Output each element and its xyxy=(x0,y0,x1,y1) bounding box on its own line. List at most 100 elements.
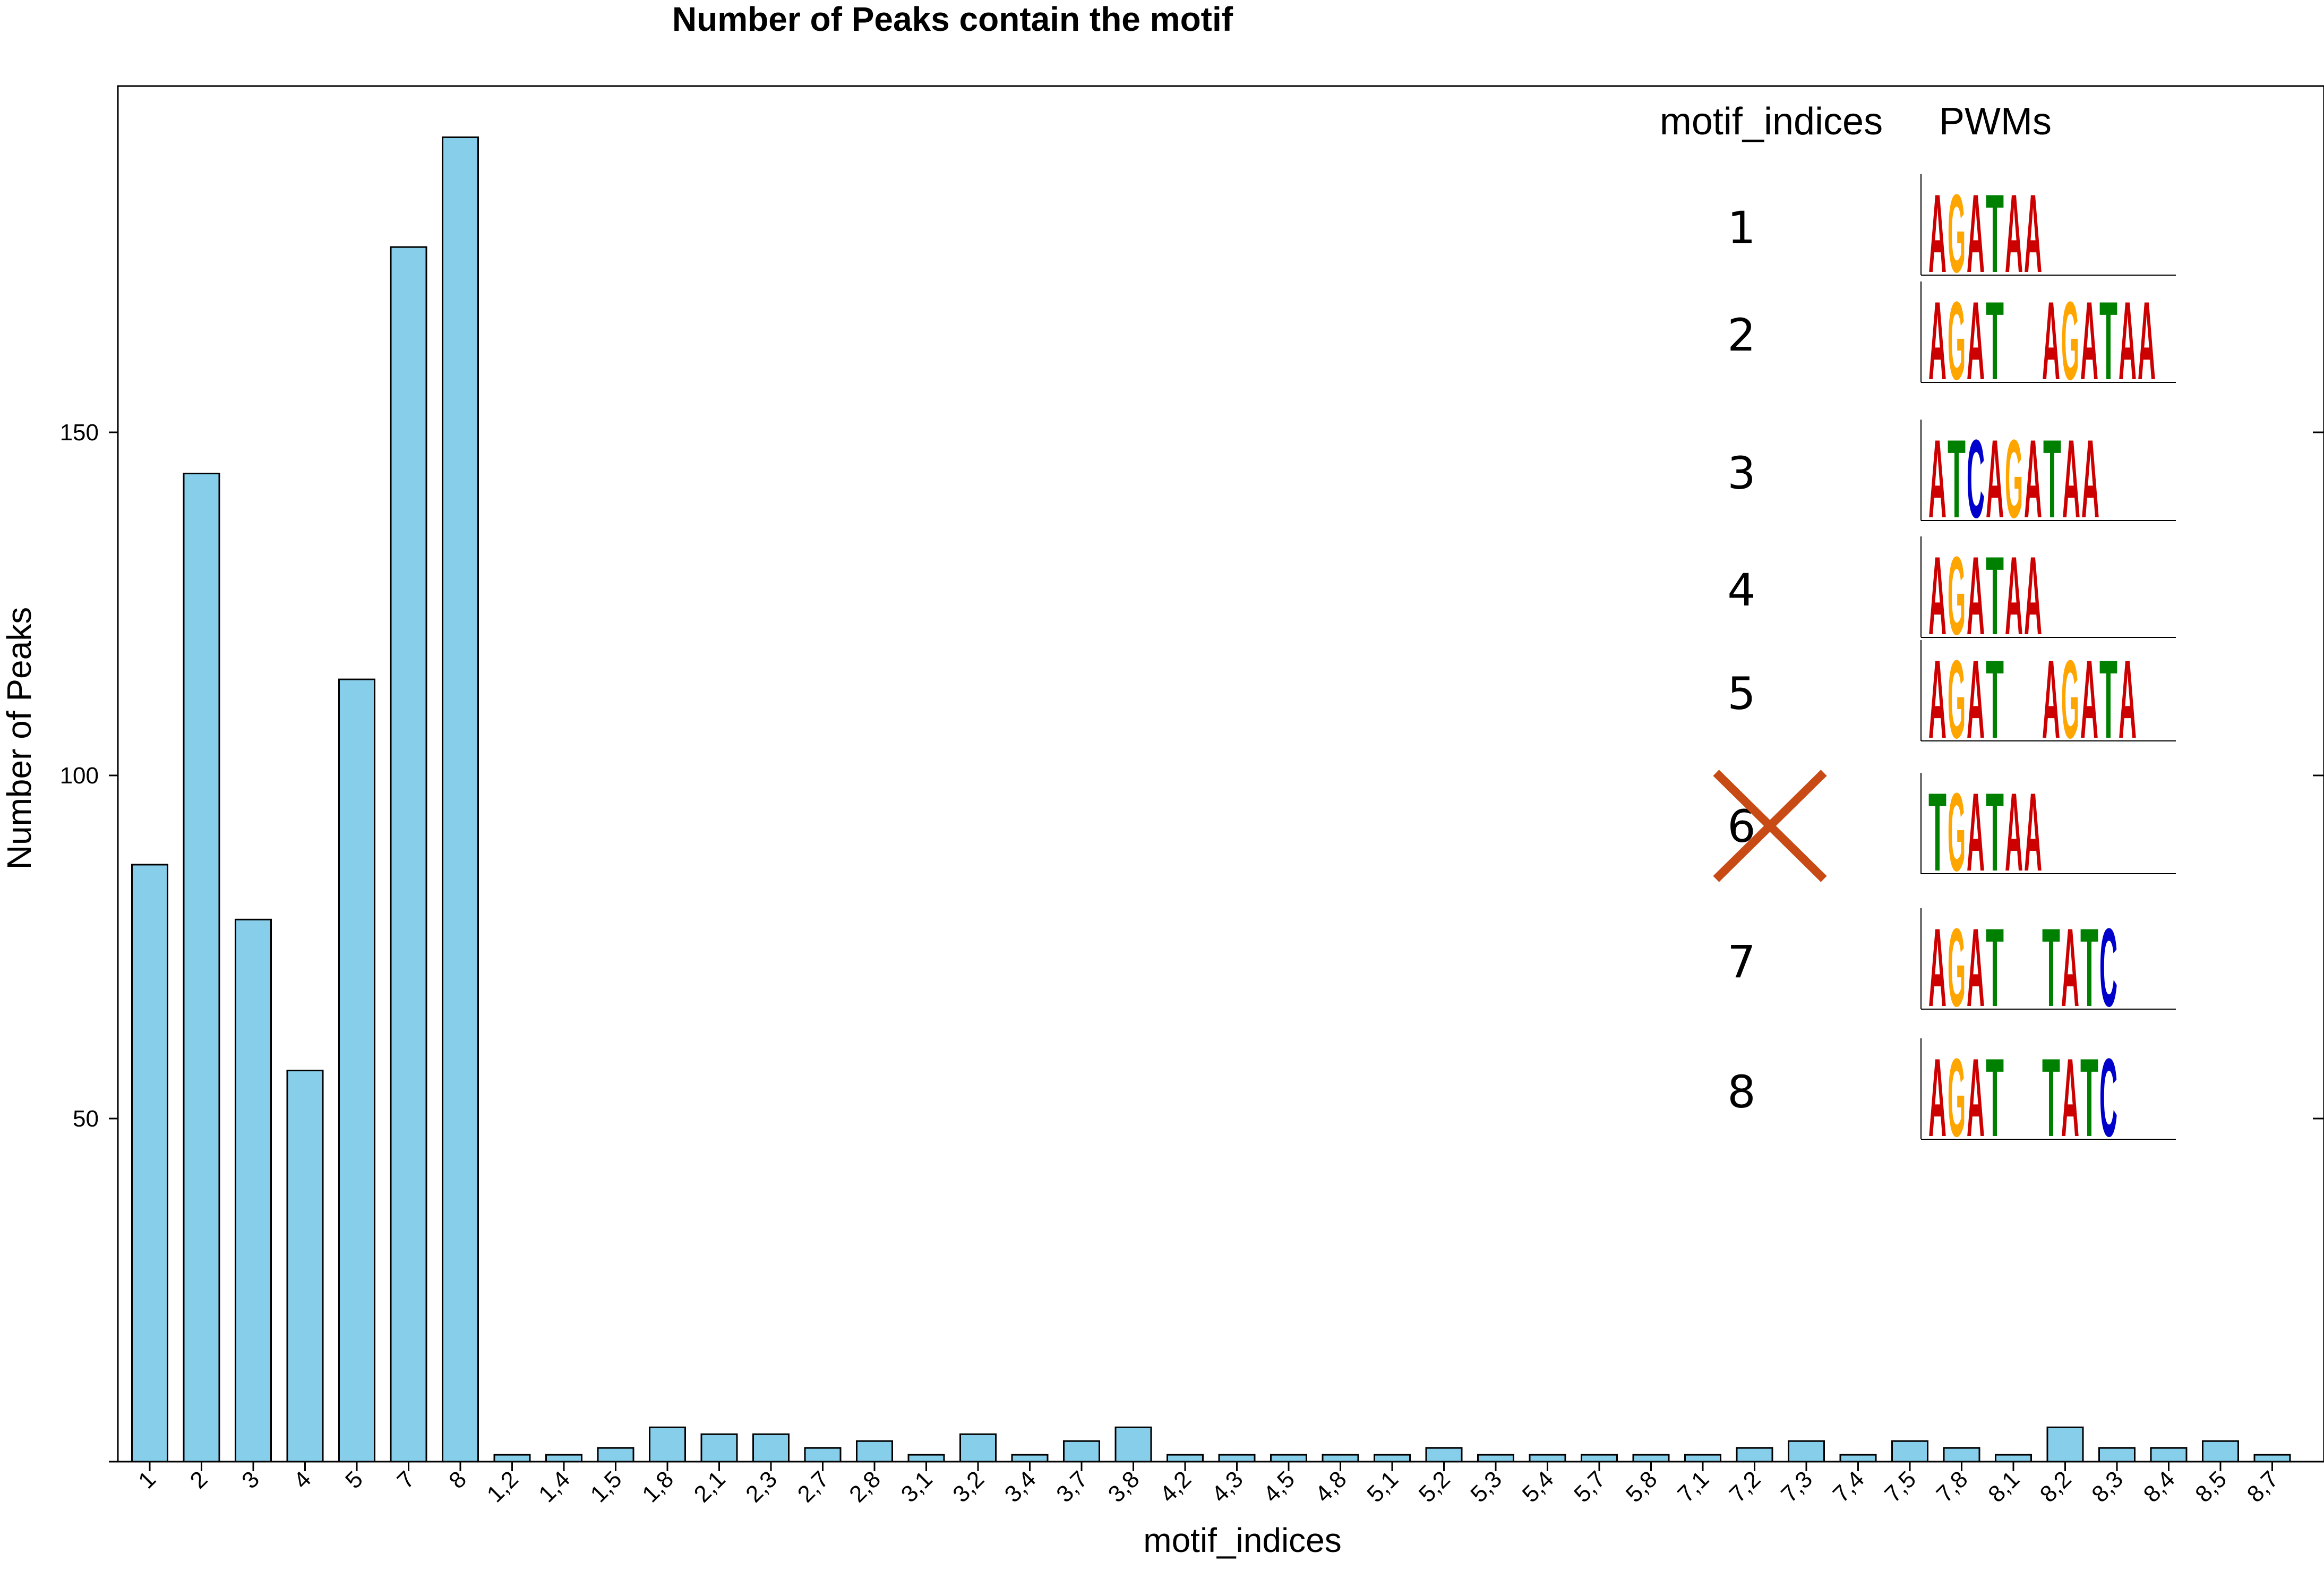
logo-letter: A xyxy=(2138,278,2156,403)
bar xyxy=(338,678,375,1463)
logo-letter: A xyxy=(1928,637,1946,762)
x-tick-label: 5 xyxy=(340,1466,368,1494)
bar xyxy=(1011,1454,1049,1463)
logo-letter: A xyxy=(1967,278,1985,403)
logo-letter: A xyxy=(1986,416,2004,541)
logo-letter: C xyxy=(1967,416,1985,541)
x-tick-label: 4,5 xyxy=(1258,1466,1300,1507)
logo-letter: A xyxy=(1967,1035,1985,1160)
bar xyxy=(804,1447,842,1463)
x-tick-label: 5,4 xyxy=(1517,1466,1559,1507)
bar xyxy=(286,1070,324,1463)
logo-letter: A xyxy=(1928,533,1946,658)
bar xyxy=(1839,1454,1877,1463)
bar xyxy=(1891,1440,1928,1463)
logo-letter: A xyxy=(2081,416,2099,541)
bar xyxy=(959,1433,997,1463)
logo-letter: A xyxy=(1928,905,1946,1030)
bar xyxy=(1167,1454,1204,1463)
x-tick-label: 7,1 xyxy=(1673,1466,1714,1507)
bar xyxy=(1632,1454,1670,1463)
x-tick-label: 7,5 xyxy=(1880,1466,1921,1507)
legend-header-pwms: PWMs xyxy=(1939,100,2052,143)
x-tick-label: 5,3 xyxy=(1465,1466,1507,1507)
x-tick-label: 8,1 xyxy=(1983,1466,2025,1507)
bar xyxy=(1529,1454,1566,1463)
logo-letter: T xyxy=(2043,416,2061,541)
bar xyxy=(545,1454,582,1463)
logo-letter: T xyxy=(2099,637,2117,762)
logo-letter: A xyxy=(2005,533,2023,658)
logo-letter: A xyxy=(2119,278,2137,403)
logo-letter: G xyxy=(1948,770,1966,894)
x-tick-label: 7,3 xyxy=(1776,1466,1817,1507)
logo-letter: T xyxy=(1986,1035,2004,1160)
legend-index-7: 7 xyxy=(1727,936,1755,988)
bar xyxy=(1684,1454,1721,1463)
bar xyxy=(131,864,168,1463)
x-tick-label: 8,7 xyxy=(2242,1466,2284,1507)
logo-letter: G xyxy=(1948,1035,1966,1160)
x-tick-label: 5,2 xyxy=(1414,1466,1455,1507)
bar xyxy=(1218,1454,1256,1463)
x-tick-label: 3 xyxy=(237,1466,264,1494)
legend-index-3: 3 xyxy=(1727,447,1755,499)
logo-letter: A xyxy=(2042,278,2060,403)
x-tick-label: 3,2 xyxy=(948,1466,989,1507)
x-tick-label: 3,8 xyxy=(1103,1466,1145,1507)
bar xyxy=(1477,1454,1514,1463)
logo-letter: A xyxy=(2061,1035,2079,1160)
legend-index-8: 8 xyxy=(1727,1066,1755,1118)
x-tick-label: 5,8 xyxy=(1621,1466,1662,1507)
logo-letter: T xyxy=(2080,1035,2098,1160)
legend-index-5: 5 xyxy=(1727,668,1755,720)
logo-letter: G xyxy=(1948,278,1966,403)
bar xyxy=(1114,1426,1152,1463)
logo-letter: G xyxy=(1948,533,1966,658)
logo-letter: T xyxy=(1928,770,1946,894)
x-tick-label: 1 xyxy=(133,1466,161,1494)
logo-letter: G xyxy=(2061,278,2079,403)
y-tick-label: 150 xyxy=(60,420,99,446)
logo-letter: G xyxy=(2005,416,2023,541)
logo-letter: T xyxy=(1986,905,2004,1030)
logo-letter: A xyxy=(1928,416,1946,541)
bar xyxy=(2046,1426,2084,1463)
logo-letter: G xyxy=(2061,637,2079,762)
logo-letter: A xyxy=(2062,416,2080,541)
bar xyxy=(2150,1447,2188,1463)
x-axis: 1 2 3 4 5 7 8 1,2 1,4 1,5 1,8 2,1 2,3 2,7 2,8 3,1 3,2 3,4… xyxy=(133,1462,2284,1507)
x-tick-label: 4,8 xyxy=(1310,1466,1352,1507)
logo-letter: T xyxy=(2042,1035,2060,1160)
x-tick-label: 8,4 xyxy=(2139,1466,2180,1507)
logo-letter: A xyxy=(2024,171,2042,296)
bar xyxy=(493,1454,531,1463)
x-tick-label: 4,2 xyxy=(1155,1466,1196,1507)
logo-letter: G xyxy=(1948,637,1966,762)
logo-letter: A xyxy=(1928,171,1946,296)
logo-letter: T xyxy=(1986,770,2004,894)
logo-letter: T xyxy=(1986,637,2004,762)
bar xyxy=(752,1433,790,1463)
logo-letter: C xyxy=(2099,905,2117,1030)
logo-letter: A xyxy=(2024,416,2042,541)
logo-letter: A xyxy=(2042,637,2060,762)
bar xyxy=(2098,1447,2136,1463)
legend-index-2: 2 xyxy=(1727,309,1755,361)
logo-letter: A xyxy=(2005,171,2023,296)
bar xyxy=(2202,1440,2239,1463)
x-tick-label: 7,2 xyxy=(1725,1466,1766,1507)
y-axis-label: Number of Peaks xyxy=(0,607,38,869)
bar xyxy=(649,1426,686,1463)
logo-letter: T xyxy=(1986,171,2004,296)
x-axis-label: motif_indices xyxy=(1143,1521,1342,1559)
x-tick-label: 5,1 xyxy=(1362,1466,1403,1507)
logo-letter: A xyxy=(2024,770,2042,894)
pwm-legend: motif_indices PWMs 1 A G A T A A2 A G A T A G A T A A3 A T… xyxy=(1660,100,2176,1160)
x-tick-label: 7,4 xyxy=(1828,1466,1870,1507)
